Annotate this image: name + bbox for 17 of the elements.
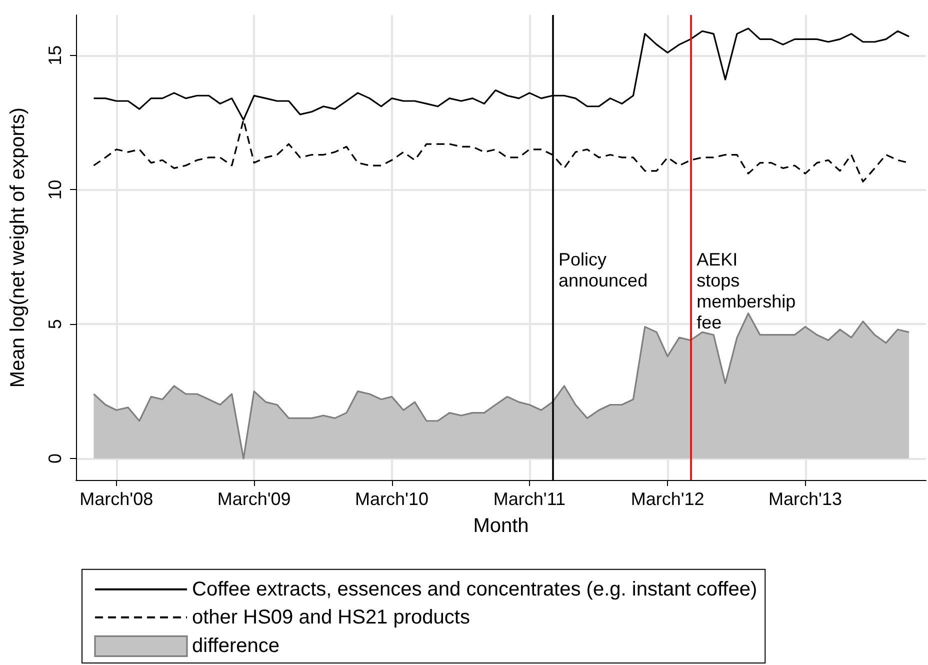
legend-label: difference — [192, 635, 280, 658]
y-tick-label: 15 — [45, 45, 65, 66]
x-tick-label: March'08 — [80, 489, 154, 509]
ref-line-label: Policy announced — [558, 249, 648, 290]
x-tick-label: March'11 — [493, 489, 566, 509]
legend-label: Coffee extracts, essences and concentrates (e.g. instant coffee) — [192, 578, 758, 600]
y-tick-label: 10 — [45, 180, 65, 200]
legend-label: other HS09 and HS21 products — [192, 606, 470, 628]
x-tick-label: March'09 — [217, 489, 291, 509]
x-axis-title: Month — [473, 515, 529, 537]
ref-line-label: AEKI stops membership fee — [696, 249, 796, 332]
y-tick-label: 0 — [45, 453, 65, 464]
x-tick-label: March'10 — [355, 489, 429, 509]
x-tick-label: March'13 — [768, 489, 842, 509]
y-axis-title: Mean log(net weight of exports) — [7, 107, 29, 388]
x-tick-label: March'12 — [630, 489, 704, 509]
y-tick-label: 5 — [45, 319, 65, 330]
